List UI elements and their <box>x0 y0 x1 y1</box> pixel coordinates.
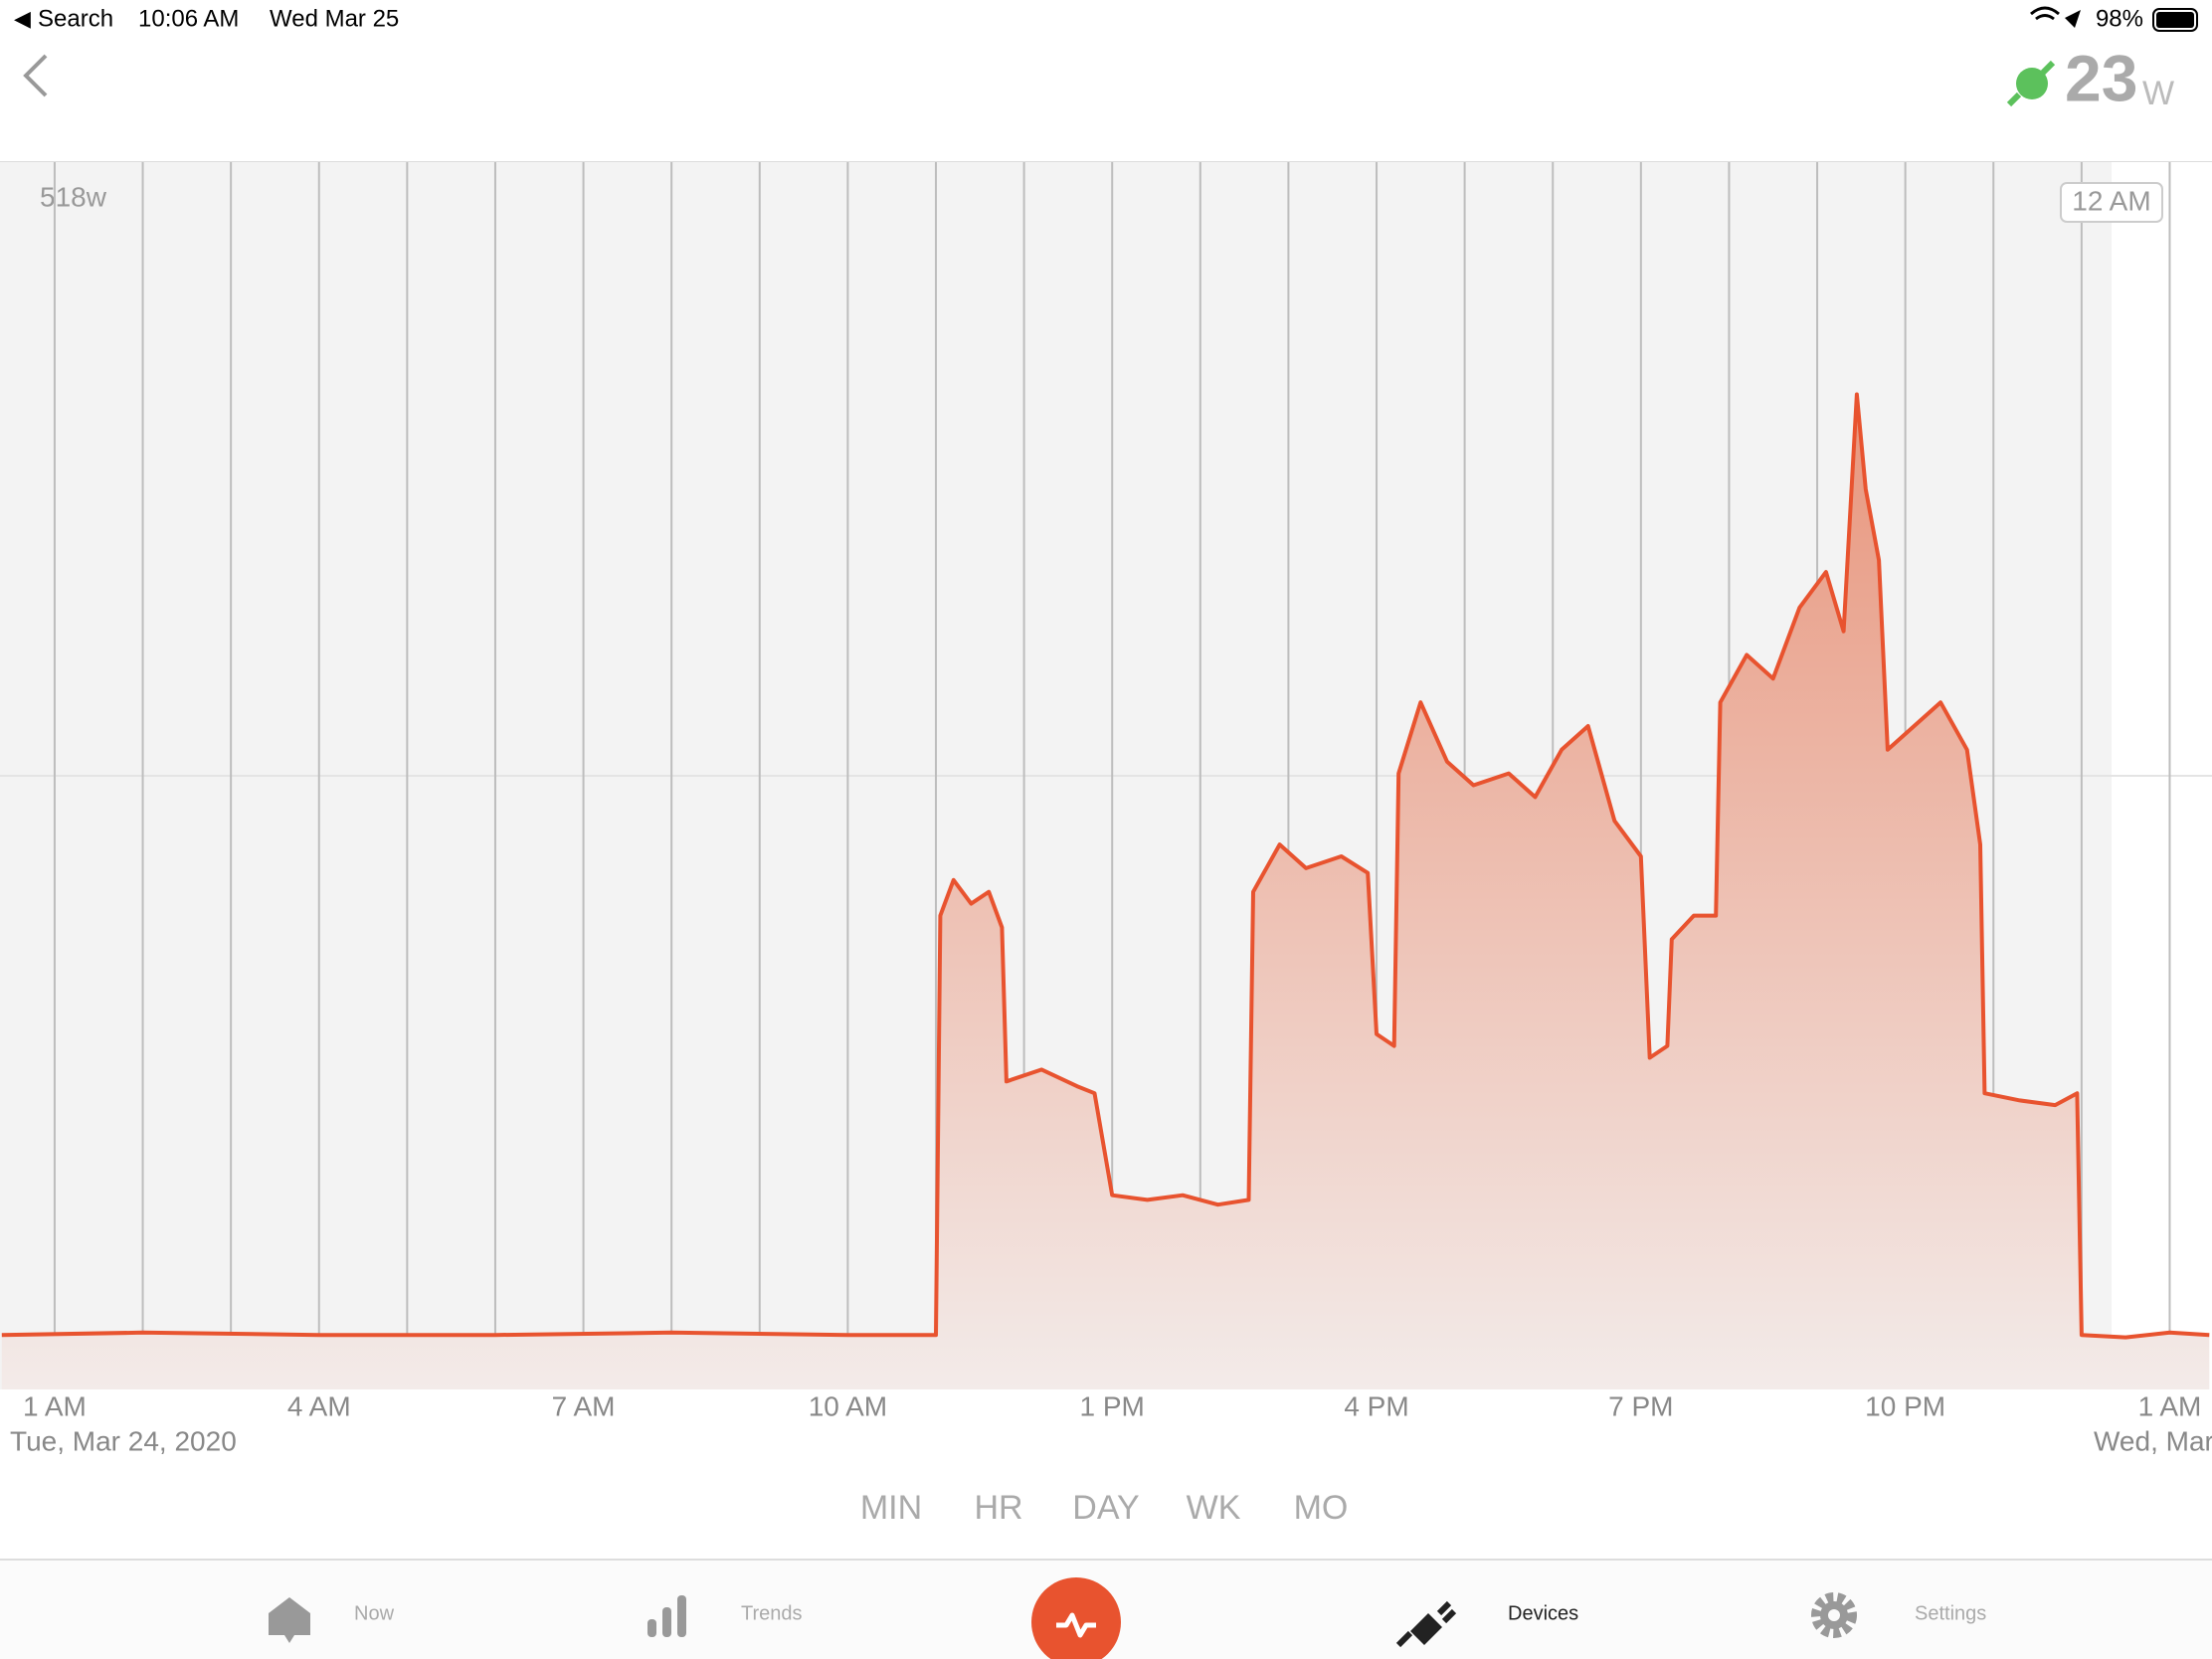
battery-icon <box>2152 8 2198 32</box>
status-date: Wed Mar 25 <box>270 5 399 32</box>
x-tick-label: 7 AM <box>552 1390 616 1421</box>
tab-label[interactable]: Devices <box>1508 1602 1578 1624</box>
tab-label[interactable]: Trends <box>741 1602 803 1624</box>
range-button[interactable]: MO <box>1294 1489 1349 1527</box>
end-date: Wed, Mar 25 <box>2094 1425 2212 1456</box>
back-button[interactable] <box>23 54 48 97</box>
tabs: Now Trends Devices Settings <box>354 1602 1986 1624</box>
status-time: 10:06 AM <box>138 5 239 32</box>
x-tick-label: 1 AM <box>23 1390 87 1421</box>
plug-icon <box>2006 60 2056 107</box>
cursor-label: 12 AM <box>2072 185 2150 216</box>
header-power: 23 <box>2065 41 2137 114</box>
y-tick-label: 518w <box>40 181 107 212</box>
x-tick-label: 1 AM <box>2138 1390 2202 1421</box>
x-tick-label: 7 PM <box>1608 1390 1673 1421</box>
settings-icon <box>1811 1592 1857 1638</box>
x-tick-label: 1 PM <box>1080 1390 1145 1421</box>
header-unit: W <box>2142 75 2174 112</box>
wifi-icon <box>2030 6 2060 21</box>
now-icon <box>269 1597 310 1643</box>
x-tick-label: 4 PM <box>1344 1390 1408 1421</box>
status-back-app[interactable]: Search <box>38 5 113 32</box>
trends-icon <box>647 1595 686 1637</box>
pulse-icon <box>1056 1612 1096 1638</box>
range-button[interactable]: DAY <box>1072 1489 1139 1527</box>
range-buttons: MIN HR DAY WK MO <box>860 1489 1349 1527</box>
power-line <box>1 392 2210 1340</box>
x-tick-label: 10 PM <box>1865 1390 1945 1421</box>
x-tick-label: 4 AM <box>287 1390 351 1421</box>
status-arrow: ◀ <box>14 6 31 31</box>
cursor-box <box>2059 182 2163 223</box>
header-divider <box>0 161 2212 162</box>
devices-icon <box>1395 1600 1457 1648</box>
area-fill <box>1 394 2210 1389</box>
tab-divider <box>0 1559 2212 1561</box>
start-date: Tue, Mar 24, 2020 <box>10 1425 237 1456</box>
pulse-button[interactable] <box>1031 1577 1121 1659</box>
range-button[interactable]: HR <box>974 1489 1022 1527</box>
status-battery: 98% <box>2096 5 2143 32</box>
tab-label[interactable]: Now <box>354 1602 395 1624</box>
range-button[interactable]: WK <box>1187 1489 1241 1527</box>
chart: 518w 1 AM 4 AM 7 AM 10 AM 1 PM 4 PM 7 PM 10 PM 1 … <box>0 162 2212 1456</box>
x-tick-label: 10 AM <box>809 1390 887 1421</box>
range-button[interactable]: MIN <box>860 1489 922 1527</box>
location-icon <box>2065 10 2081 28</box>
tab-label[interactable]: Settings <box>1915 1602 1986 1624</box>
battery-level <box>2156 12 2194 28</box>
